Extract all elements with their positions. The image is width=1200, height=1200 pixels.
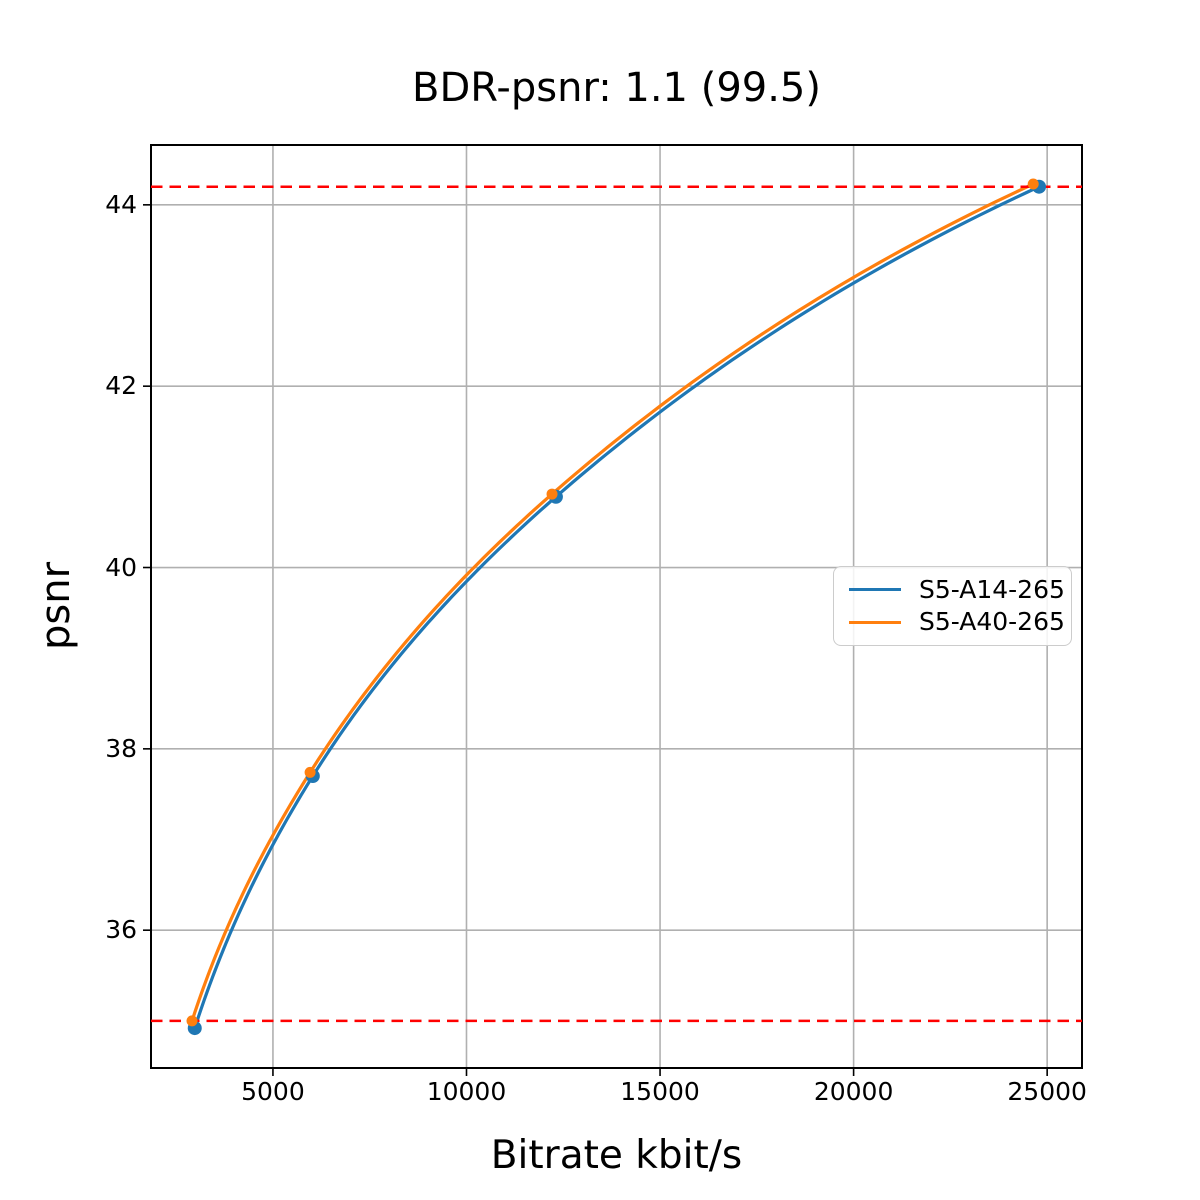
chart-title: BDR-psnr: 1.1 (99.5): [412, 65, 821, 111]
data-point-marker-series-2: [1027, 178, 1039, 190]
legend-line-swatch-series-1: [849, 588, 901, 592]
y-tick-label: 42: [105, 371, 137, 401]
x-tick-label: 10000: [426, 1077, 507, 1106]
plot-border: [150, 144, 1083, 1069]
x-tick-label: 15000: [620, 1077, 700, 1106]
y-tick-label: 44: [105, 189, 137, 219]
data-point-marker-series-2: [304, 766, 316, 778]
data-series-line-1: [193, 185, 1041, 1030]
legend-label-series-1: S5-A14-265: [919, 574, 1065, 604]
data-point-marker-series-2: [546, 488, 558, 500]
y-tick-label: 38: [105, 733, 137, 763]
legend-label-series-2: S5-A40-265: [919, 607, 1065, 637]
data-point-marker-series-2: [186, 1015, 198, 1027]
legend: S5-A14-265 S5-A40-265: [833, 566, 1072, 646]
legend-item: S5-A40-265: [844, 608, 1065, 636]
legend-item: S5-A14-265: [844, 575, 1065, 604]
x-tick-label: 5000: [241, 1077, 305, 1106]
x-tick-label: 20000: [813, 1077, 894, 1106]
x-tick-label: 25000: [1007, 1077, 1087, 1106]
data-series-line-2: [190, 182, 1035, 1023]
y-tick-label: 40: [105, 552, 137, 582]
legend-line-swatch-series-2: [849, 620, 901, 624]
y-tick-label: 36: [105, 915, 137, 945]
x-axis-label: Bitrate kbit/s: [490, 1133, 743, 1178]
